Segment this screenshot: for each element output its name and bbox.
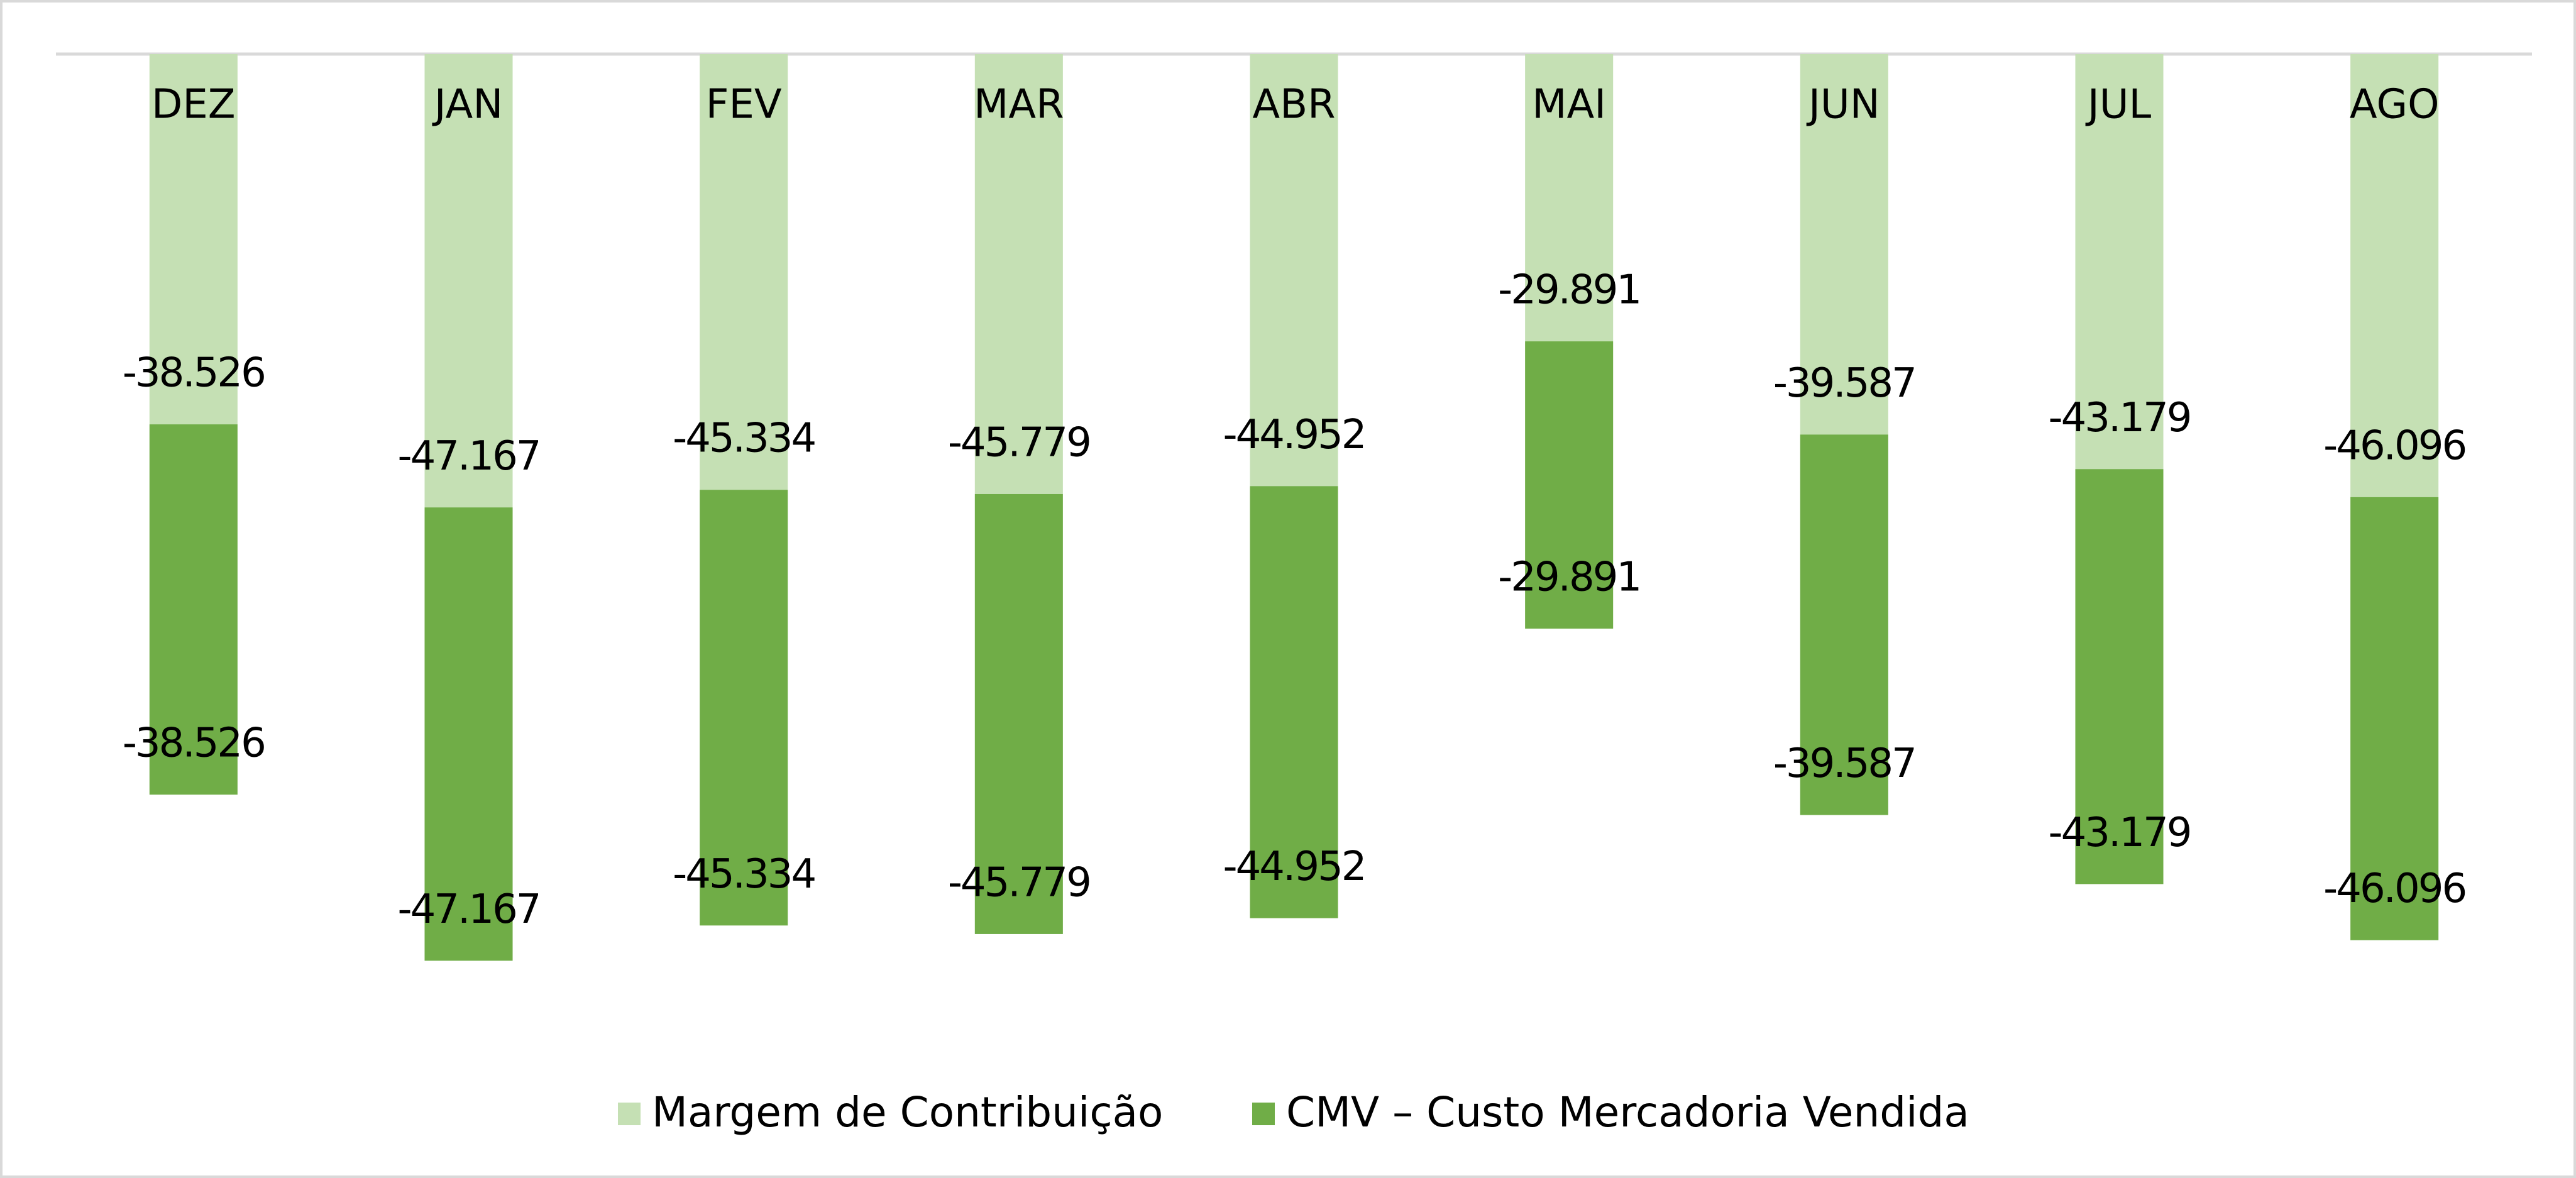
x-tick-label: DEZ bbox=[151, 82, 236, 128]
bar-segment bbox=[2350, 497, 2439, 940]
data-label: -43.179 bbox=[2048, 810, 2190, 856]
bar-segment bbox=[2075, 54, 2164, 470]
legend-swatch bbox=[618, 1103, 641, 1125]
data-label: -29.891 bbox=[1498, 267, 1640, 314]
bar-segment bbox=[700, 54, 788, 490]
x-tick-label: JUL bbox=[2085, 82, 2152, 128]
data-label: -38.526 bbox=[123, 350, 265, 397]
bar-segment bbox=[1525, 341, 1614, 629]
x-tick-label: AGO bbox=[2350, 82, 2440, 128]
bar-segment bbox=[1800, 434, 1888, 815]
x-tick-label: MAR bbox=[974, 82, 1064, 128]
data-label: -45.334 bbox=[673, 416, 815, 462]
legend-label: Margem de Contribuição bbox=[652, 1088, 1163, 1137]
bar-segment bbox=[974, 493, 1063, 934]
bar-segment bbox=[2350, 54, 2439, 497]
bar-segment bbox=[424, 54, 513, 508]
data-label: -46.096 bbox=[2323, 866, 2465, 912]
data-label: -39.587 bbox=[1773, 360, 1915, 407]
bar-segment bbox=[1250, 54, 1338, 487]
data-label: -45.334 bbox=[673, 851, 815, 898]
data-label: -43.179 bbox=[2048, 395, 2190, 441]
bar-segment bbox=[149, 424, 238, 795]
bar-segment bbox=[1800, 54, 1888, 435]
data-label: -44.952 bbox=[1223, 412, 1365, 458]
bar-segment bbox=[2075, 469, 2164, 884]
x-tick-label: ABR bbox=[1252, 82, 1335, 128]
legend-swatch bbox=[1252, 1103, 1275, 1125]
bar-segment bbox=[700, 490, 788, 926]
bar-segment bbox=[1250, 486, 1338, 918]
x-tick-label: FEV bbox=[706, 82, 782, 128]
bar-segment bbox=[424, 507, 513, 961]
bar-segment bbox=[974, 54, 1063, 494]
legend-label: CMV – Custo Mercadoria Vendida bbox=[1286, 1088, 1969, 1137]
data-label: -45.779 bbox=[948, 420, 1090, 466]
x-tick-label: JAN bbox=[432, 82, 503, 128]
data-label: -47.167 bbox=[397, 433, 539, 480]
data-label: -39.587 bbox=[1773, 740, 1915, 787]
bar-segment bbox=[1525, 54, 1614, 342]
data-label: -38.526 bbox=[123, 720, 265, 767]
data-label: -47.167 bbox=[397, 886, 539, 933]
data-label: -29.891 bbox=[1498, 554, 1640, 601]
data-label: -46.096 bbox=[2323, 422, 2465, 469]
bar-segment bbox=[149, 54, 238, 425]
data-label: -44.952 bbox=[1223, 844, 1365, 890]
x-tick-label: JUN bbox=[1806, 82, 1880, 128]
data-label: -45.779 bbox=[948, 860, 1090, 906]
x-tick-label: MAI bbox=[1532, 82, 1606, 128]
